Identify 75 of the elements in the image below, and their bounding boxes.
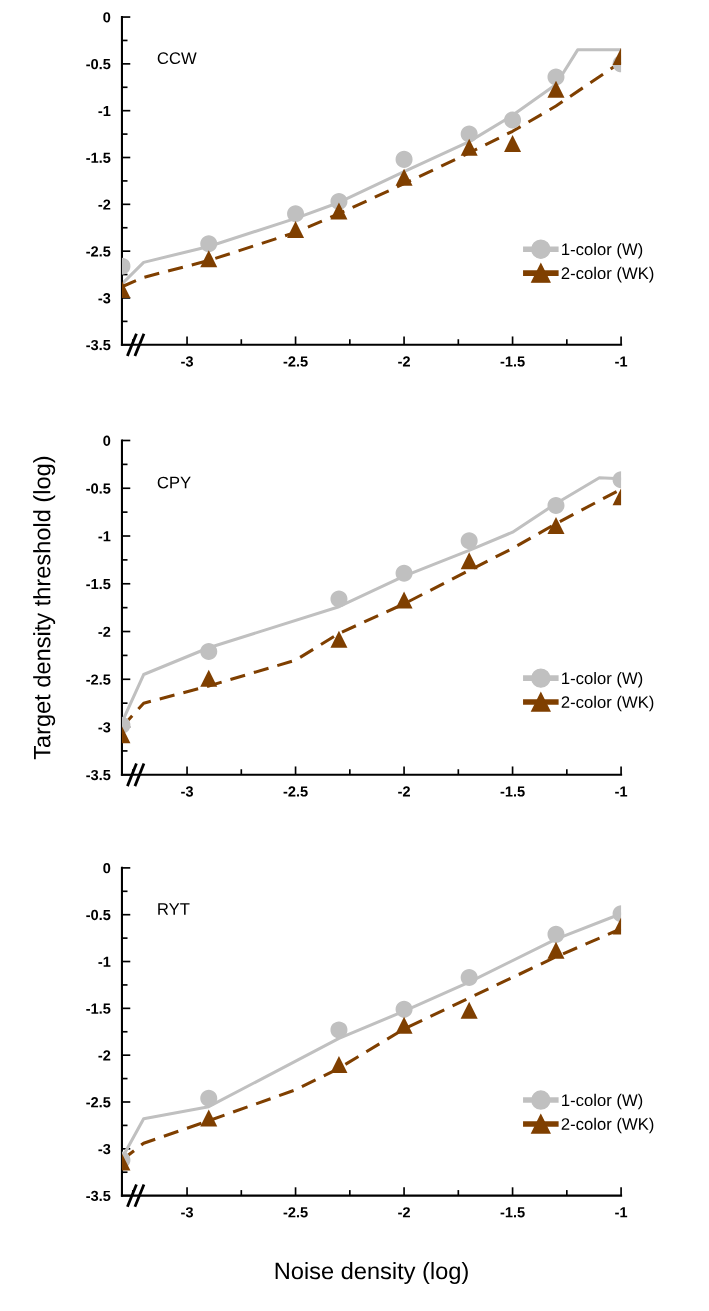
point — [330, 1021, 348, 1039]
y-tick-label: -2 — [98, 626, 111, 637]
x-tick-label: -3 — [181, 1207, 194, 1218]
y-tick-label: -2.5 — [86, 1097, 111, 1108]
point — [395, 1000, 413, 1018]
y-tick-label: -0.5 — [86, 58, 111, 70]
y-tick-label: -3.5 — [86, 339, 111, 351]
point — [395, 591, 413, 609]
y-tick-label: 0 — [103, 12, 111, 23]
x-tick-label: -1 — [615, 1207, 628, 1218]
x-axis-title: Noise density (log) — [275, 1262, 468, 1285]
point — [330, 202, 348, 220]
y-tick-label: -3 — [98, 722, 111, 733]
point — [460, 1001, 478, 1019]
point — [460, 532, 478, 550]
x-tick-label: -1.5 — [500, 786, 525, 797]
x-tick-label: -2.5 — [283, 356, 308, 367]
point — [547, 68, 565, 86]
legend-label: 1-color (W) — [562, 671, 643, 688]
point — [460, 552, 478, 570]
point — [547, 80, 565, 98]
x-tick-label: -2.5 — [283, 786, 308, 797]
point — [395, 168, 413, 186]
point — [330, 590, 348, 608]
y-tick-label: -3.5 — [86, 769, 111, 781]
point — [330, 1056, 348, 1074]
y-tick-label: -1.5 — [86, 152, 111, 163]
y-tick-label: -1 — [98, 531, 111, 542]
y-tick-label: 0 — [103, 435, 111, 446]
legend-label: 2-color (WK) — [561, 266, 654, 283]
point — [287, 205, 305, 223]
legend-label: 2-color (WK) — [561, 695, 654, 712]
x-tick-label: -2 — [398, 1207, 410, 1218]
y-tick-label: -1.5 — [86, 579, 111, 590]
x-tick-label: -3 — [181, 786, 194, 797]
x-tick-label: -1.5 — [500, 1207, 525, 1218]
point — [504, 134, 522, 152]
point — [460, 968, 478, 986]
text: CPY — [157, 476, 191, 489]
y-tick-label: -2.5 — [86, 674, 111, 685]
legend-label: 2-color (WK) — [561, 1117, 654, 1134]
y-tick-label: -1 — [98, 956, 111, 967]
y-tick-label: -3 — [98, 293, 111, 304]
y-tick-label: -2 — [98, 199, 111, 210]
x-tick-label: -1 — [615, 786, 628, 797]
point — [395, 1016, 413, 1034]
x-tick-label: -2 — [398, 356, 410, 367]
x-tick-label: -2 — [398, 786, 410, 797]
text: CCW — [157, 52, 197, 65]
y-tick-label: -0.5 — [86, 909, 111, 921]
x-tick-label: -1 — [615, 356, 628, 367]
point — [460, 125, 478, 143]
point — [330, 630, 348, 648]
y-axis-title: Target density threshold (log) — [33, 456, 56, 760]
y-tick-label: -2.5 — [86, 246, 111, 257]
legend-label: 1-color (W) — [562, 243, 643, 259]
y-tick-label: -1 — [98, 105, 111, 116]
x-tick-label: -2.5 — [283, 1207, 308, 1218]
point — [504, 111, 522, 129]
point — [460, 138, 478, 156]
point — [287, 221, 305, 239]
y-tick-label: -3.5 — [86, 1190, 111, 1202]
text: RYT — [158, 903, 190, 915]
point — [395, 150, 413, 168]
point — [200, 235, 218, 253]
point — [395, 564, 413, 582]
x-tick-label: -3 — [181, 356, 194, 367]
y-tick-label: 0 — [103, 862, 111, 874]
y-tick-label: -2 — [98, 1050, 111, 1061]
y-tick-label: -1.5 — [86, 1003, 111, 1014]
x-tick-label: -1.5 — [500, 356, 525, 367]
legend-label: 1-color (W) — [562, 1093, 643, 1110]
y-tick-label: -0.5 — [86, 483, 111, 494]
y-tick-label: -3 — [98, 1143, 111, 1155]
point — [200, 250, 218, 268]
